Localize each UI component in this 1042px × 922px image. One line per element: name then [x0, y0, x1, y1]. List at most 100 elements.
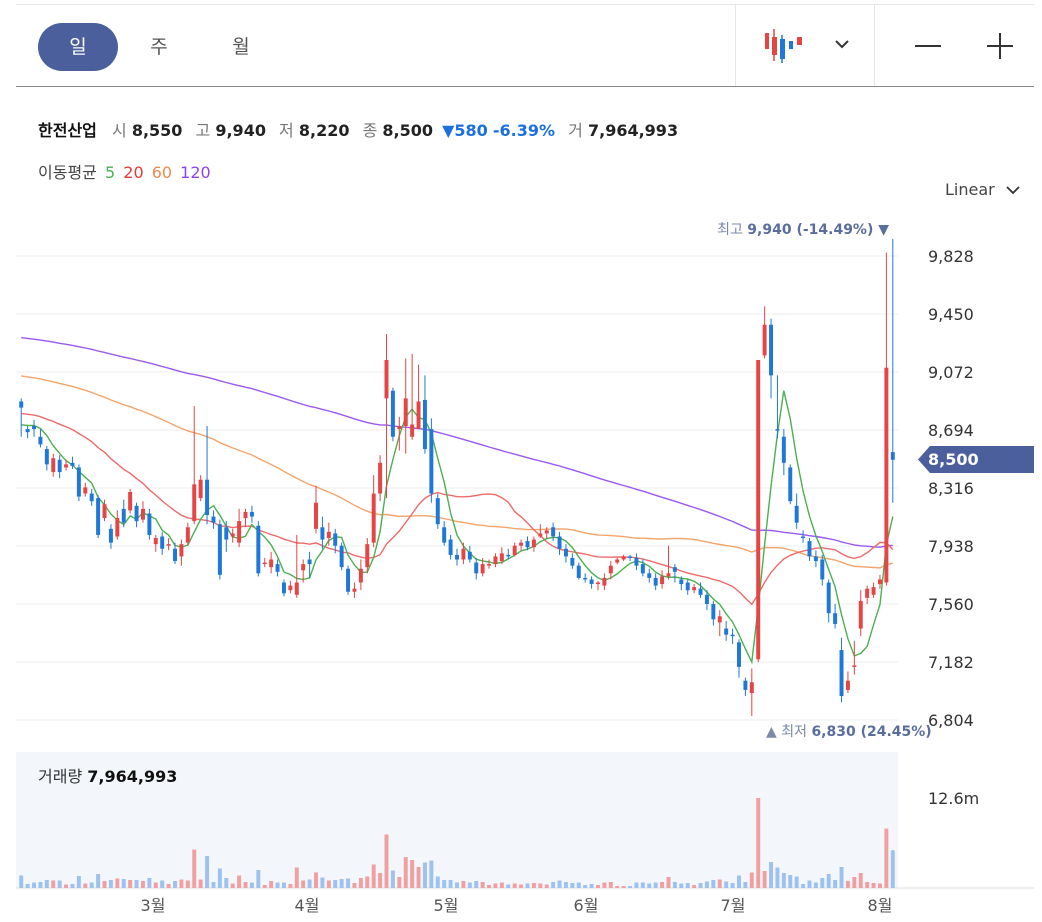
volume-bar	[493, 883, 498, 888]
volume-bar	[403, 857, 408, 888]
ma60-line	[21, 375, 893, 569]
volume-bar	[96, 874, 101, 888]
candle	[775, 429, 780, 431]
y-tick-label: 9,450	[928, 305, 974, 324]
candle	[519, 542, 524, 546]
volume-bar	[70, 884, 75, 888]
volume-bar	[749, 872, 754, 888]
volume-bar	[25, 884, 30, 888]
candle	[365, 544, 370, 568]
y-tick-label: 8,316	[928, 479, 974, 498]
zoom-out-button[interactable]	[913, 31, 943, 65]
candle	[692, 587, 697, 591]
volume-bar	[249, 882, 254, 888]
moving-average-legend[interactable]: 이동평균 5 20 60 120	[38, 159, 214, 183]
candle	[205, 479, 210, 516]
volume-bar	[576, 882, 581, 888]
chart-type-button[interactable]	[761, 27, 809, 69]
candle	[756, 360, 761, 660]
candle	[544, 530, 549, 534]
candle	[429, 429, 434, 494]
top-border	[16, 4, 1034, 5]
candle	[108, 528, 113, 543]
candle	[813, 556, 818, 562]
chart-type-dropdown[interactable]	[834, 35, 850, 54]
zoom-in-button[interactable]	[985, 31, 1015, 65]
volume-bar	[179, 879, 184, 888]
candle	[749, 682, 754, 693]
last-price-value: 8,500	[928, 450, 979, 469]
candle	[128, 491, 133, 511]
candle	[237, 521, 242, 543]
volume-bar	[852, 877, 857, 888]
volume-bar	[769, 862, 774, 888]
candle	[410, 424, 415, 437]
volume-bar	[83, 883, 88, 888]
candle	[76, 467, 81, 497]
candle	[762, 324, 767, 356]
volume-bar	[346, 878, 351, 888]
candle	[217, 524, 222, 575]
toolbar-divider	[735, 5, 736, 86]
volume-bar	[858, 873, 863, 888]
candle	[320, 527, 325, 540]
close-label: 종	[362, 121, 378, 140]
candle	[230, 533, 235, 537]
tab-weekly[interactable]: 주	[150, 36, 168, 58]
volume-bar	[634, 882, 639, 888]
volume-bar	[448, 880, 453, 888]
candle	[852, 665, 857, 667]
candlestick-icon	[765, 29, 802, 63]
volume-bar	[615, 886, 620, 888]
candle	[448, 539, 453, 555]
candle	[346, 568, 351, 592]
y-tick-label: 6,804	[928, 711, 974, 730]
tab-daily[interactable]: 일	[38, 23, 118, 71]
low-value: 8,220	[298, 121, 350, 140]
volume-bar	[192, 849, 197, 888]
volume-bar	[467, 882, 472, 888]
volume-bar	[384, 834, 389, 888]
volume-bar	[128, 880, 133, 888]
candle	[826, 582, 831, 614]
candle	[647, 573, 652, 578]
candle	[269, 559, 274, 568]
candle	[583, 577, 588, 580]
candle	[397, 426, 402, 430]
candle	[833, 613, 838, 624]
volume-bar	[775, 867, 780, 888]
candle	[531, 539, 536, 548]
candle	[121, 508, 126, 523]
ma120-line	[21, 336, 893, 548]
tab-monthly[interactable]: 월	[232, 36, 250, 58]
candle	[858, 600, 863, 629]
scale-label: Linear	[945, 180, 995, 199]
candle	[83, 487, 88, 494]
candle	[589, 579, 594, 585]
volume-bar	[820, 878, 825, 888]
volume-bar	[826, 874, 831, 888]
ma-60: 60	[151, 163, 173, 182]
candle	[19, 401, 24, 408]
candle	[666, 573, 671, 577]
y-tick-label: 7,560	[928, 595, 974, 614]
candle	[390, 390, 395, 437]
volume-bar	[608, 882, 613, 888]
change-value: ▼580	[442, 121, 488, 140]
volume-bar	[781, 873, 786, 888]
candle	[64, 464, 69, 468]
candle	[378, 462, 383, 494]
volume-bar	[217, 868, 222, 888]
change-percent: -6.39%	[492, 121, 556, 140]
volume-bar	[89, 882, 94, 888]
candle	[32, 426, 37, 430]
scale-dropdown[interactable]: Linear	[945, 180, 1020, 199]
candle	[339, 545, 344, 568]
volume-bar	[140, 881, 145, 888]
volume-bar	[429, 860, 434, 888]
volume-bar	[679, 883, 684, 888]
volume-bar	[455, 882, 459, 888]
candle	[281, 582, 286, 594]
y-tick-label: 8,694	[928, 421, 974, 440]
